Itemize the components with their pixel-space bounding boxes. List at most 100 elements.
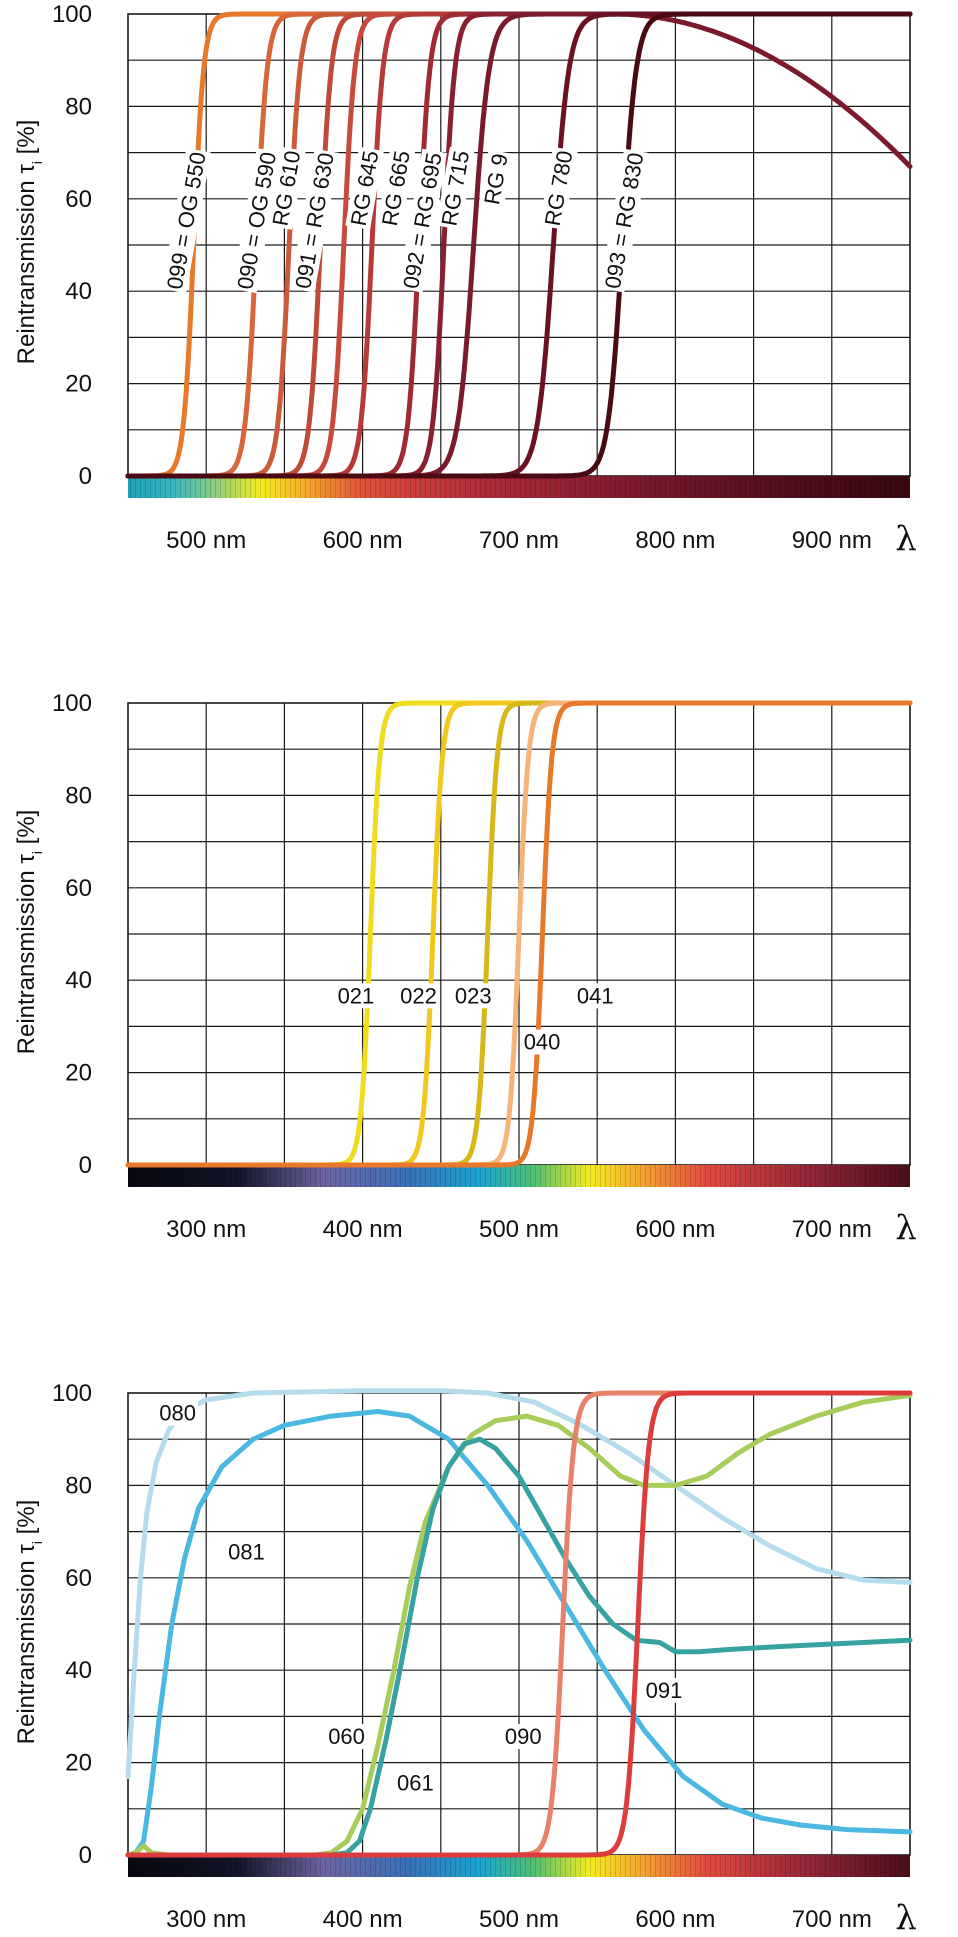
y-tick-labels: 0 20 40 60 80 100 xyxy=(52,690,92,1179)
y-axis-label-subscript: i xyxy=(29,1541,45,1544)
y-axis-label-subscript: i xyxy=(29,851,45,854)
series-line-061 xyxy=(125,1436,913,1858)
series-label-bg xyxy=(478,149,514,209)
series-label-bg xyxy=(436,146,475,230)
y-tick-label: 40 xyxy=(65,967,92,994)
series-label: 060 xyxy=(328,1724,365,1749)
y-tick-label: 0 xyxy=(79,1152,92,1179)
y-tick-label: 20 xyxy=(65,1060,92,1087)
series-label: 090 xyxy=(505,1724,542,1749)
x-tick-label: 400 nm xyxy=(323,1906,403,1933)
x-tick-label: 500 nm xyxy=(479,1906,559,1933)
y-tick-label: 80 xyxy=(65,93,92,120)
series-label: 091 xyxy=(646,1678,683,1703)
series-line-080 xyxy=(125,1388,913,1779)
series-label-bg xyxy=(231,148,282,294)
series-label-bg xyxy=(397,148,448,293)
y-axis-label-text: Reintransmission xyxy=(13,1560,40,1744)
series-line-041 xyxy=(125,700,913,1168)
series-label-bg xyxy=(326,1724,367,1750)
x-tick-label: 700 nm xyxy=(792,1906,872,1933)
series-label-bg xyxy=(574,983,616,1009)
y-tick-label: 0 xyxy=(79,463,92,490)
y-tick-label: 80 xyxy=(65,1472,92,1499)
series-label-bg xyxy=(452,983,494,1009)
series-line-081 xyxy=(125,1409,913,1858)
x-tick-label: 600 nm xyxy=(323,527,403,554)
y-tick-label: 100 xyxy=(52,1380,92,1407)
y-axis-label-unit xyxy=(13,1534,40,1541)
y-tick-label: 40 xyxy=(65,1657,92,1684)
x-axis-label: λ xyxy=(895,519,917,559)
series-label-bg xyxy=(539,146,578,230)
chart-panel-2: 021 022 023 040 041 0 20 40 60 80 100 300 nm 400 nm 5… xyxy=(13,690,917,1248)
x-tick-label: 300 nm xyxy=(166,1216,246,1243)
y-axis-label-unit xyxy=(13,844,40,851)
series-label-bg xyxy=(226,1539,267,1565)
x-tick-label: 400 nm xyxy=(323,1216,403,1243)
x-tick-label: 300 nm xyxy=(166,1906,246,1933)
series-label: 040 xyxy=(524,1030,561,1055)
gridlines xyxy=(128,14,910,476)
series-group xyxy=(125,1388,913,1858)
series-line-093-rg-830 xyxy=(125,11,913,479)
series-label: 023 xyxy=(455,983,492,1008)
y-tick-labels: 0 20 40 60 80 100 xyxy=(52,1,92,490)
series-label-bg xyxy=(502,1724,544,1750)
y-axis-label-symbol: τ xyxy=(13,1544,40,1554)
y-tick-label: 80 xyxy=(65,782,92,809)
y-tick-label: 20 xyxy=(65,371,92,398)
x-tick-label: 800 nm xyxy=(635,527,715,554)
x-axis-label: λ xyxy=(895,1208,917,1248)
y-tick-label: 100 xyxy=(52,690,92,717)
y-axis-label: Reintransmission τi [%] xyxy=(13,810,45,1055)
series-label-bg xyxy=(599,148,649,293)
series-label-bg xyxy=(289,148,340,293)
x-axis-label: λ xyxy=(895,1898,917,1937)
y-axis-label-subscript: i xyxy=(29,161,45,164)
series-label-bg xyxy=(157,1400,198,1426)
y-tick-label: 20 xyxy=(65,1750,92,1777)
y-axis-label-text: Reintransmission xyxy=(13,180,40,364)
x-tick-label: 500 nm xyxy=(479,1216,559,1243)
series-label: 021 xyxy=(338,983,375,1008)
x-tick-label: 600 nm xyxy=(635,1906,715,1933)
series-label: 022 xyxy=(400,983,437,1008)
series-label-bg xyxy=(398,983,439,1009)
series-label-bg xyxy=(395,1770,436,1796)
series-labels: 080 081 060 061 090 091 xyxy=(157,1400,685,1796)
series-label-bg xyxy=(335,983,377,1009)
y-axis-label-symbol: τ xyxy=(13,164,40,174)
x-tick-labels: 500 nm 600 nm 700 nm 800 nm 900 nm xyxy=(166,527,872,554)
y-axis-label-unit-text: [%] xyxy=(13,1500,40,1535)
series-label: 080 xyxy=(159,1401,196,1426)
series-label-bg xyxy=(161,148,212,294)
x-tick-labels: 300 nm 400 nm 500 nm 600 nm 700 nm xyxy=(166,1216,872,1243)
y-tick-label: 0 xyxy=(79,1842,92,1869)
y-tick-label: 60 xyxy=(65,875,92,902)
y-tick-labels: 0 20 40 60 80 100 xyxy=(52,1380,92,1869)
y-axis-label-unit xyxy=(13,154,40,161)
spectrum-bar-texture xyxy=(128,476,910,498)
series-label-bg xyxy=(643,1677,685,1703)
chart-panel-3: 080 081 060 061 090 091 0 20 40 60 80 100 300 nm 400 … xyxy=(13,1380,917,1937)
y-axis-label-symbol: τ xyxy=(13,854,40,864)
y-axis-label-text: Reintransmission xyxy=(13,870,40,1054)
series-label-bg xyxy=(376,146,416,230)
series-label-bg xyxy=(345,146,384,230)
series-label: 041 xyxy=(577,983,614,1008)
x-tick-label: 700 nm xyxy=(479,527,559,554)
x-tick-label: 700 nm xyxy=(792,1216,872,1243)
spectrum-bar-texture xyxy=(128,1165,910,1187)
series-label-bg xyxy=(521,1029,563,1055)
series-line-091 xyxy=(125,1390,913,1858)
y-axis-label: Reintransmission τi [%] xyxy=(13,120,45,365)
series-group xyxy=(125,11,913,479)
spectrum-bar-texture xyxy=(128,1855,910,1877)
series-label: 061 xyxy=(397,1770,434,1795)
y-axis-label: Reintransmission τi [%] xyxy=(13,1500,45,1745)
y-tick-label: 100 xyxy=(52,1,92,28)
series-label-bg xyxy=(267,146,306,230)
